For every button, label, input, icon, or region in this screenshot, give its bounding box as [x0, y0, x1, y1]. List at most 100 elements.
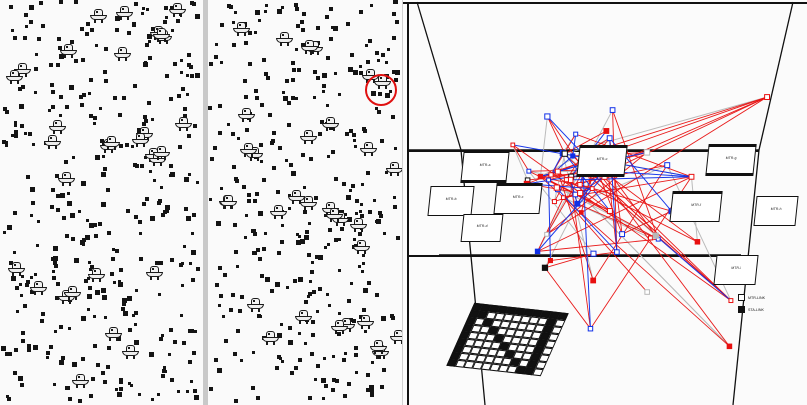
selection-ring[interactable]: [365, 74, 397, 106]
terminal-node-icon[interactable]: [44, 135, 61, 150]
graph-node[interactable]: [553, 184, 560, 191]
terminal-node-icon[interactable]: [146, 266, 163, 281]
terminal-node-icon[interactable]: [132, 133, 150, 148]
graph-node[interactable]: [603, 128, 610, 134]
terminal-node-icon[interactable]: [102, 136, 120, 151]
venue-box[interactable]: MTR-i: [713, 255, 759, 285]
terminal-node-icon[interactable]: [153, 27, 171, 43]
terminal-node-icon[interactable]: [152, 145, 170, 161]
legend-item-2[interactable]: STA-LINK: [738, 306, 764, 313]
terminal-node-icon[interactable]: [169, 3, 186, 18]
venue-box[interactable]: MTR-b: [427, 186, 475, 216]
topology-floorplan[interactable]: MTR-a MTR-b MTR-c MTR-d MTR-e MTR-f MTR-g MTR-h…: [403, 0, 807, 405]
venue-box[interactable]: MTR-c: [493, 183, 543, 214]
terminal-node-icon[interactable]: [386, 162, 402, 177]
graph-node[interactable]: [726, 343, 733, 350]
venue-box[interactable]: MTR-d: [460, 214, 504, 242]
terminal-node-icon[interactable]: [322, 117, 339, 132]
graph-node[interactable]: [561, 195, 566, 200]
graph-node[interactable]: [534, 248, 541, 255]
graph-node[interactable]: [589, 186, 595, 191]
terminal-node-icon[interactable]: [247, 298, 264, 313]
graph-node[interactable]: [551, 199, 557, 205]
graph-node[interactable]: [619, 231, 626, 238]
graph-node[interactable]: [510, 142, 516, 148]
terminal-node-icon[interactable]: [300, 196, 317, 211]
terminal-node-icon[interactable]: [233, 22, 250, 37]
terminal-node-icon[interactable]: [369, 339, 387, 355]
graph-node[interactable]: [728, 298, 734, 304]
graph-node[interactable]: [563, 177, 569, 183]
terminal-node-icon[interactable]: [300, 130, 317, 145]
terminal-node-icon[interactable]: [262, 331, 279, 346]
venue-box[interactable]: MTR-g: [705, 144, 757, 176]
terminal-node-icon[interactable]: [49, 120, 66, 135]
terminal-node-icon[interactable]: [105, 327, 122, 342]
graph-node[interactable]: [526, 168, 532, 174]
legend-item-1[interactable]: MTR-LINK: [738, 294, 765, 301]
graph-node[interactable]: [606, 135, 613, 142]
graph-node[interactable]: [574, 200, 581, 207]
graph-node[interactable]: [541, 264, 549, 271]
graph-node[interactable]: [554, 168, 561, 175]
graph-node[interactable]: [644, 289, 650, 295]
venue-box[interactable]: MTR-h: [753, 196, 799, 226]
graph-node[interactable]: [643, 149, 651, 156]
terminal-node-icon[interactable]: [175, 117, 192, 132]
terminal-node-icon[interactable]: [6, 70, 23, 85]
graph-node[interactable]: [609, 107, 616, 113]
terminal-node-icon[interactable]: [90, 9, 107, 24]
terminal-scatter-left[interactable]: [0, 0, 203, 405]
venue-box[interactable]: MTR-f: [669, 191, 723, 222]
graph-node[interactable]: [647, 235, 653, 241]
graph-node[interactable]: [694, 239, 701, 245]
terminal-node-icon[interactable]: [63, 285, 81, 301]
graph-node[interactable]: [577, 190, 584, 197]
graph-node[interactable]: [652, 232, 659, 239]
venue-box[interactable]: MTR-e: [576, 145, 628, 177]
terminal-node-icon[interactable]: [353, 240, 370, 255]
terminal-node-icon[interactable]: [357, 315, 374, 330]
terminal-node-icon[interactable]: [301, 40, 319, 55]
graph-node[interactable]: [561, 150, 568, 157]
graph-node[interactable]: [572, 191, 579, 198]
graph-node[interactable]: [547, 257, 553, 264]
terminal-node-icon[interactable]: [390, 330, 402, 345]
terminal-node-icon[interactable]: [238, 108, 255, 123]
graph-node[interactable]: [548, 172, 554, 178]
graph-node[interactable]: [570, 153, 576, 159]
terminal-node-icon[interactable]: [30, 281, 47, 296]
graph-node[interactable]: [579, 210, 584, 215]
terminal-node-icon[interactable]: [331, 320, 349, 335]
terminal-node-icon[interactable]: [239, 142, 257, 158]
terminal-node-icon[interactable]: [276, 32, 293, 47]
terminal-node-icon[interactable]: [295, 310, 312, 325]
terminal-node-icon[interactable]: [8, 262, 25, 277]
terminal-node-icon[interactable]: [220, 194, 238, 210]
venue-box[interactable]: MTR-a: [460, 152, 510, 183]
graph-node[interactable]: [577, 181, 583, 188]
graph-node[interactable]: [544, 231, 550, 237]
terminal-node-icon[interactable]: [72, 374, 89, 389]
graph-node[interactable]: [607, 208, 613, 214]
terminal-node-icon[interactable]: [116, 6, 133, 21]
graph-node[interactable]: [587, 325, 594, 332]
graph-node[interactable]: [544, 113, 551, 120]
terminal-node-icon[interactable]: [88, 268, 105, 283]
terminal-node-icon[interactable]: [60, 44, 77, 59]
graph-node[interactable]: [546, 177, 551, 183]
graph-node[interactable]: [573, 131, 579, 137]
graph-node[interactable]: [764, 94, 771, 101]
terminal-scatter-mid[interactable]: [208, 0, 402, 405]
terminal-node-icon[interactable]: [122, 345, 139, 360]
graph-node[interactable]: [590, 277, 597, 284]
graph-node[interactable]: [688, 173, 695, 180]
terminal-node-icon[interactable]: [14, 63, 31, 78]
graph-node[interactable]: [590, 250, 597, 257]
terminal-node-icon[interactable]: [350, 218, 367, 233]
terminal-node-icon[interactable]: [360, 142, 377, 157]
terminal-node-icon[interactable]: [325, 207, 343, 223]
terminal-node-icon[interactable]: [58, 172, 75, 187]
graph-node[interactable]: [537, 174, 544, 180]
graph-node[interactable]: [664, 162, 671, 169]
